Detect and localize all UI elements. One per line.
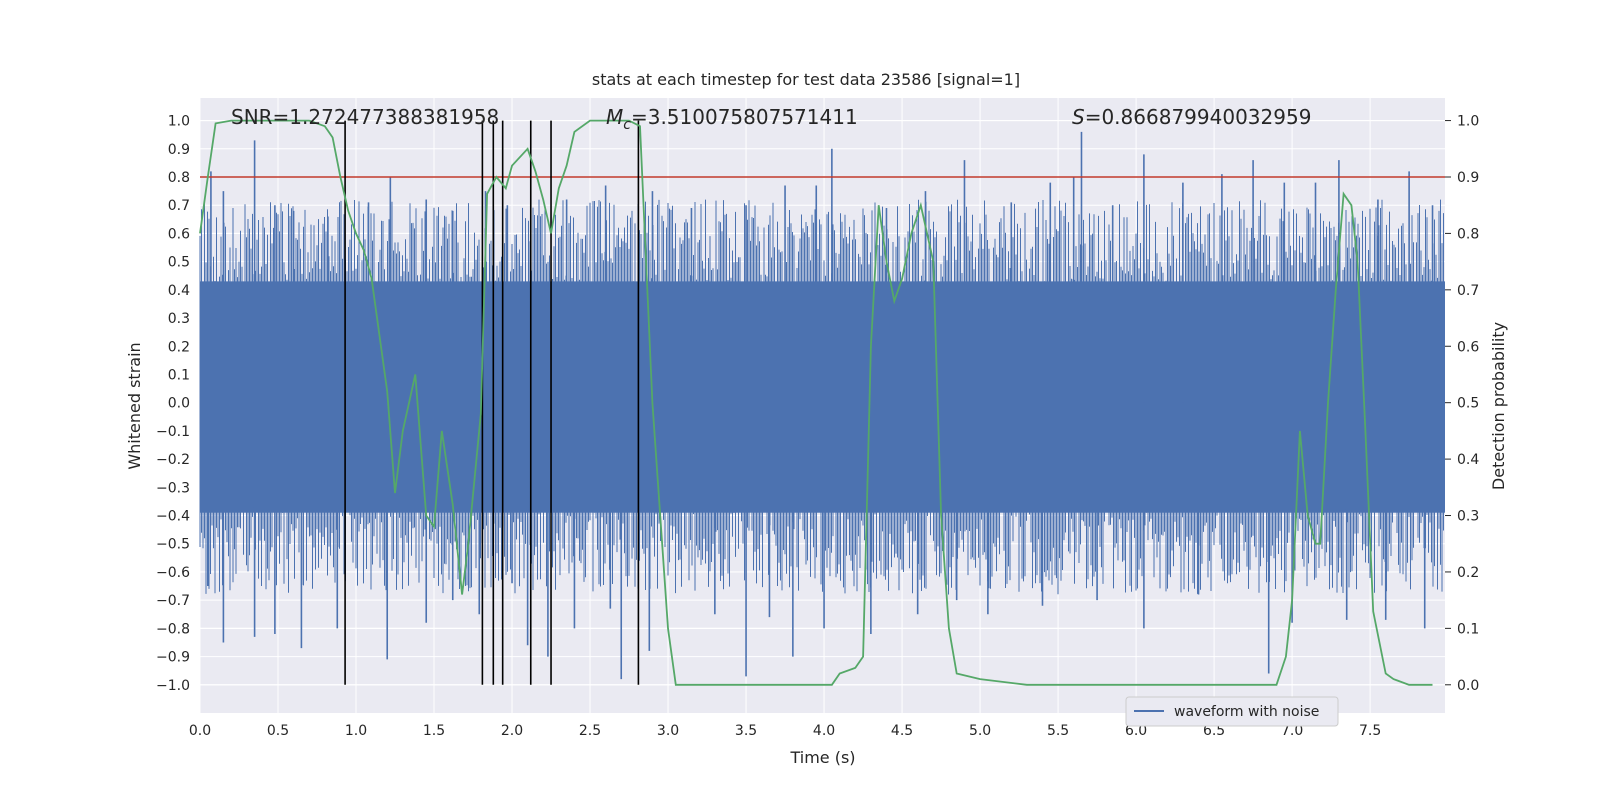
x-tick-label: 1.5: [423, 723, 445, 739]
y-left-tick-label: 1.0: [168, 114, 190, 130]
x-axis-ticks: 0.0 0.5 1.0 1.5 2.0 2.5 3.0 3.5 4.0 4.5 5.0 5.5 6.0 6…: [189, 723, 1381, 739]
x-tick-label: 3.5: [735, 723, 757, 739]
waveform-texture: [199, 199, 1444, 595]
y-right-tick-label: 0.3: [1457, 509, 1479, 525]
s-annotation: S=0.866879940032959: [1072, 105, 1311, 129]
event-markers: [344, 120, 640, 685]
x-tick-label: 4.0: [813, 723, 835, 739]
chirp-mass-symbol: M: [606, 105, 623, 129]
y-right-tick-label: 0.6: [1457, 339, 1479, 355]
x-tick-label: 7.5: [1359, 723, 1381, 739]
y-left-tick-label: −0.6: [156, 565, 190, 581]
snr-annotation: SNR=1.272477388381958: [231, 105, 499, 129]
chirp-mass-value: =3.510075807571411: [631, 105, 858, 129]
y-right-tick-label: 0.9: [1457, 170, 1479, 186]
x-tick-label: 5.0: [969, 723, 991, 739]
chirp-mass-annotation: Mc=3.510075807571411: [606, 105, 858, 133]
y-left-tick-label: 0.9: [168, 142, 190, 158]
x-tick-label: 0.5: [267, 723, 289, 739]
legend-label: waveform with noise: [1174, 704, 1319, 720]
y-right-tick-label: 0.7: [1457, 283, 1479, 299]
chirp-mass-subscript: c: [623, 117, 631, 133]
y-left-tick-label: −0.8: [156, 621, 190, 637]
y-left-tick-label: −0.4: [156, 509, 190, 525]
x-tick-label: 4.5: [891, 723, 913, 739]
y-left-tick-label: 0.4: [168, 283, 190, 299]
waveform-band: [199, 199, 1445, 595]
y-left-tick-label: −0.3: [156, 480, 190, 496]
y-left-tick-label: −0.1: [156, 424, 190, 440]
x-tick-label: 0.0: [189, 723, 211, 739]
y-right-tick-label: 1.0: [1457, 114, 1479, 130]
x-tick-label: 6.5: [1203, 723, 1225, 739]
y-left-tick-label: 0.3: [168, 311, 190, 327]
y-axis-left-label: Whitened strain: [125, 342, 144, 469]
y-right-tick-label: 0.5: [1457, 396, 1479, 412]
s-value: =0.866879940032959: [1085, 105, 1312, 129]
legend: waveform with noise: [1125, 696, 1339, 727]
x-tick-label: 5.5: [1047, 723, 1069, 739]
y-right-tick-label: 0.8: [1457, 226, 1479, 242]
y-left-tick-label: 0.0: [168, 396, 190, 412]
y-left-tick-label: −0.2: [156, 452, 190, 468]
s-symbol: S: [1072, 105, 1085, 129]
waveform-spikes: [207, 131, 1434, 680]
y-right-tick-label: 0.1: [1457, 621, 1479, 637]
x-tick-label: 2.0: [501, 723, 523, 739]
y-left-tick-label: −1.0: [156, 678, 190, 694]
y-axis-right-ticks: 1.0 0.9 0.8 0.7 0.6 0.5 0.4 0.3 0.2 0.1 0.0: [1445, 114, 1479, 694]
y-axis-left-ticks: 1.0 0.9 0.8 0.7 0.6 0.5 0.4 0.3 0.2 0.1 0.0 −0.1 −0.…: [156, 114, 190, 694]
y-left-tick-label: 0.8: [168, 170, 190, 186]
x-tick-label: 3.0: [657, 723, 679, 739]
legend-box: [1125, 696, 1339, 727]
chart-title: stats at each timestep for test data 235…: [592, 70, 1020, 89]
y-left-tick-label: 0.7: [168, 198, 190, 214]
x-tick-label: 1.0: [345, 723, 367, 739]
y-left-tick-label: 0.5: [168, 255, 190, 271]
x-axis-label: Time (s): [789, 748, 855, 767]
y-right-tick-label: 0.0: [1457, 678, 1479, 694]
y-left-tick-label: −0.9: [156, 650, 190, 666]
probability-series: [199, 119, 1433, 686]
y-axis-right-label: Detection probability: [1489, 322, 1508, 490]
y-right-tick-label: 0.2: [1457, 565, 1479, 581]
y-right-tick-label: 0.4: [1457, 452, 1479, 468]
y-left-tick-label: 0.6: [168, 226, 190, 242]
probability-line: [199, 119, 1433, 686]
x-tick-label: 6.0: [1125, 723, 1147, 739]
x-tick-label: 2.5: [579, 723, 601, 739]
y-left-tick-label: −0.5: [156, 537, 190, 553]
y-left-tick-label: 0.1: [168, 367, 190, 383]
y-left-tick-label: 0.2: [168, 339, 190, 355]
y-left-tick-label: −0.7: [156, 593, 190, 609]
x-tick-label: 7.0: [1281, 723, 1303, 739]
